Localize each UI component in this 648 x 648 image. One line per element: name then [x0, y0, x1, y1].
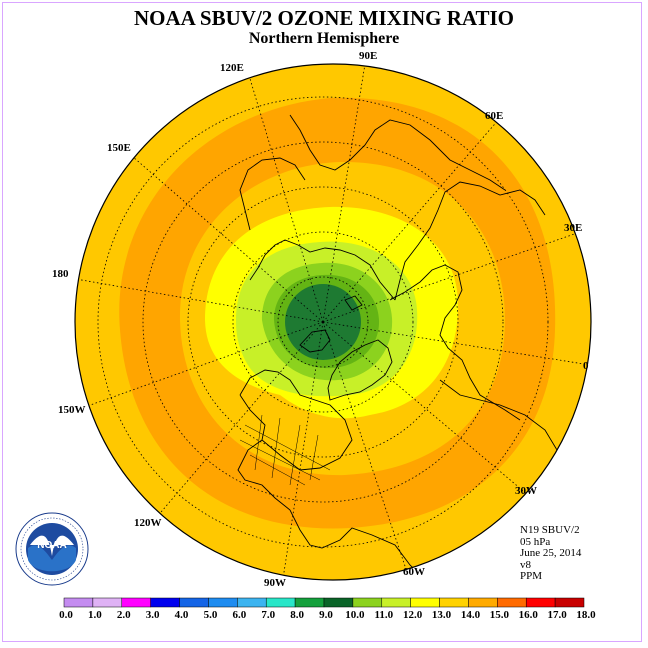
colorbar-tick-label: 12.0 — [403, 609, 423, 621]
coast-north-america — [237, 369, 426, 580]
coast-greenland — [327, 339, 393, 401]
colorbar-tick-label: 13.0 — [431, 609, 452, 621]
meridian-180 — [75, 277, 324, 323]
info-units: PPM — [520, 570, 543, 582]
colorbar-swatch — [63, 597, 94, 608]
colorbar-swatch — [554, 597, 585, 608]
meridian-150w — [81, 321, 324, 409]
colorbar-swatch — [497, 597, 527, 608]
lon-label-120w: 120W — [134, 517, 162, 529]
state-borders — [239, 414, 331, 486]
info-version: v8 — [520, 558, 531, 571]
globe-outline — [74, 63, 592, 581]
coast-kamchatka — [239, 157, 306, 231]
colorbar-swatch — [439, 597, 469, 608]
graticule — [75, 64, 591, 580]
colorbar-swatch — [265, 597, 296, 608]
colorbar-tick-label: 0.0 — [59, 609, 73, 621]
lon-label-30e: 30E — [564, 222, 583, 234]
band-orange-ring — [119, 97, 556, 529]
colorbar-swatch — [381, 597, 411, 608]
info-pressure: 05 hPa — [520, 535, 551, 548]
colorbar-tick-label: 4.0 — [174, 609, 189, 621]
meridian-120w — [149, 321, 324, 526]
colorbar-tick-label: 18.0 — [576, 609, 596, 621]
colorbar-tick-label: 2.0 — [116, 609, 131, 621]
colorbar-swatch — [323, 597, 354, 608]
colorbar-tick-label: 15.0 — [489, 609, 509, 621]
ozone-bands — [75, 64, 591, 580]
lon-label-150w: 150W — [58, 404, 86, 416]
lat-circle-50 — [142, 141, 504, 503]
info-satellite: N19 SBUV/2 — [520, 524, 580, 536]
lon-label-150e: 150E — [107, 142, 131, 154]
lat-circle-70 — [232, 231, 414, 413]
colorbar-tick-label: 6.0 — [232, 609, 247, 621]
coast-europe — [389, 264, 521, 421]
meridian-0 — [322, 321, 591, 366]
colorbar-tick-label: 17.0 — [547, 609, 567, 621]
coast-arctic-islands — [299, 295, 363, 353]
colorbar-tick-label: 1.0 — [88, 609, 102, 621]
meridian-60e — [322, 117, 501, 323]
lon-label-60e: 60E — [485, 110, 504, 122]
lon-label-60w: 60W — [403, 566, 425, 578]
colorbar-tick-label: 3.0 — [145, 609, 160, 621]
colorbar-tick-label: 16.0 — [518, 609, 538, 621]
meridian-90w — [281, 321, 324, 580]
colorbar-swatch — [294, 597, 325, 608]
colorbar-swatch — [92, 597, 123, 608]
map-subtitle: Northern Hemisphere — [248, 30, 400, 47]
map-title: NOAA SBUV/2 OZONE MIXING RATIO — [134, 6, 514, 30]
lon-label-90w: 90W — [264, 577, 286, 589]
colorbar-swatch — [237, 597, 267, 608]
colorbar-tick-label: 9.0 — [319, 609, 333, 621]
lon-label-30w: 30W — [515, 485, 537, 497]
colorbar-tick-label: 5.0 — [203, 609, 218, 621]
colorbar-tick-label: 8.0 — [290, 609, 304, 621]
info-block: N19 SBUV/2 05 hPa June 25, 2014 v8 PPM — [520, 524, 582, 583]
colorbar-swatch — [525, 597, 556, 608]
colorbar-swatch — [150, 597, 180, 608]
lat-circle-80 — [277, 276, 369, 368]
colorbar-swatch — [179, 597, 209, 608]
colorbar-swatch — [208, 597, 238, 608]
lon-label-0: 0 — [583, 360, 589, 372]
coastlines — [237, 114, 561, 580]
colorbar-swatch — [121, 597, 151, 608]
colorbar-swatch — [468, 597, 498, 608]
colorbar-tick-label: 10.0 — [345, 609, 365, 621]
coast-asia — [249, 181, 546, 301]
coast-east-asia — [289, 114, 506, 191]
info-date: June 25, 2014 — [520, 547, 582, 559]
lon-label-180: 180 — [52, 268, 69, 280]
lat-circle-40 — [97, 96, 549, 548]
colorbar-tick-label: 11.0 — [374, 609, 394, 621]
colorbar-swatch — [352, 597, 383, 608]
meridian-30e — [322, 231, 581, 323]
coast-africa — [439, 379, 561, 456]
colorbar-swatch — [410, 597, 440, 608]
meridian-60w — [322, 321, 409, 576]
colorbar-tick-label: 7.0 — [261, 609, 276, 621]
colorbar — [63, 597, 585, 608]
lon-label-90e: 90E — [359, 50, 378, 62]
lat-circle-60 — [187, 186, 459, 458]
meridian-30w — [322, 321, 529, 496]
lon-label-120e: 120E — [220, 62, 244, 74]
colorbar-tick-label: 14.0 — [460, 609, 481, 621]
